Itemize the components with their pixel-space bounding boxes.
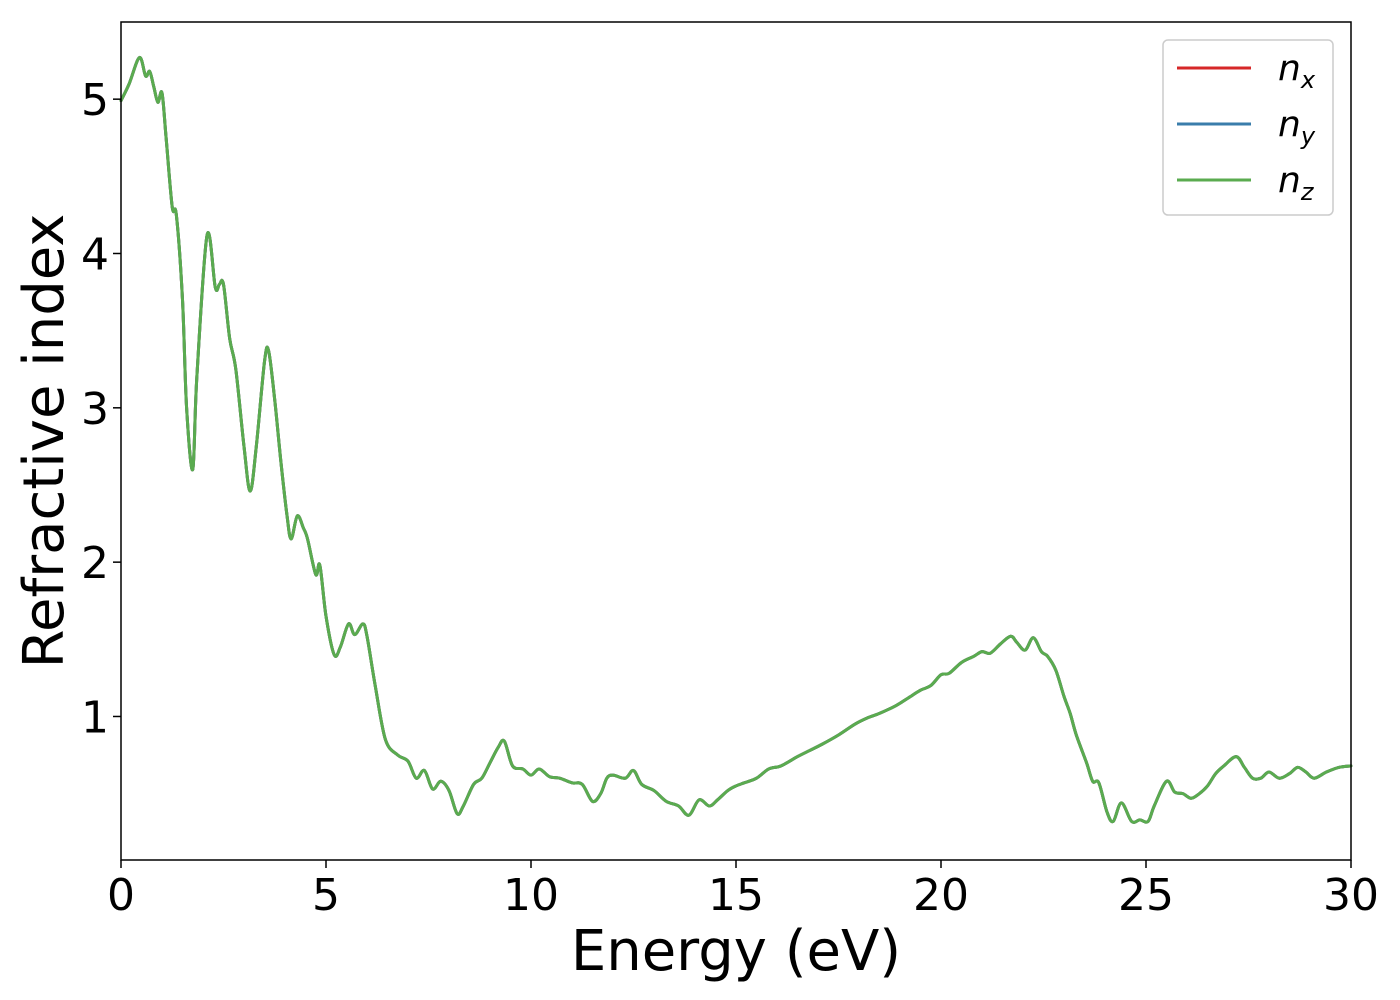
y-tick-label: 1 [81,692,109,743]
x-tick-label: 30 [1323,870,1379,921]
y-tick-label: 2 [81,538,109,589]
legend-label-subscript: y [1300,122,1316,150]
x-axis-ticks: 0 5 10 15 20 25 30 [107,860,1379,921]
y-axis-ticks: 1 2 3 4 5 [81,75,121,743]
x-tick-label: 0 [107,870,135,921]
legend-box [1162,39,1334,216]
y-tick-label: 5 [81,75,109,126]
legend-label-ny: ny [1278,104,1316,150]
x-axis-label: Energy (eV) [571,919,901,984]
plot-background [121,22,1351,860]
x-tick-label: 10 [503,870,559,921]
x-tick-label: 25 [1118,870,1174,921]
legend-label-subscript: z [1300,178,1315,206]
y-tick-label: 4 [81,229,109,280]
series-line-nz [119,55,1353,824]
series-layer [119,55,1353,824]
y-axis-label: Refractive index [12,214,77,669]
legend-label-nz: nz [1278,160,1315,206]
x-tick-label: 20 [913,870,969,921]
y-tick-label: 3 [81,384,109,435]
legend-label-base: n [1278,48,1301,89]
x-tick-label: 5 [312,870,340,921]
legend-label-base: n [1278,160,1301,201]
x-tick-label: 15 [708,870,764,921]
legend-label-nx: nx [1278,48,1316,94]
legend-label-subscript: x [1300,66,1316,94]
legend-label-base: n [1278,104,1301,145]
